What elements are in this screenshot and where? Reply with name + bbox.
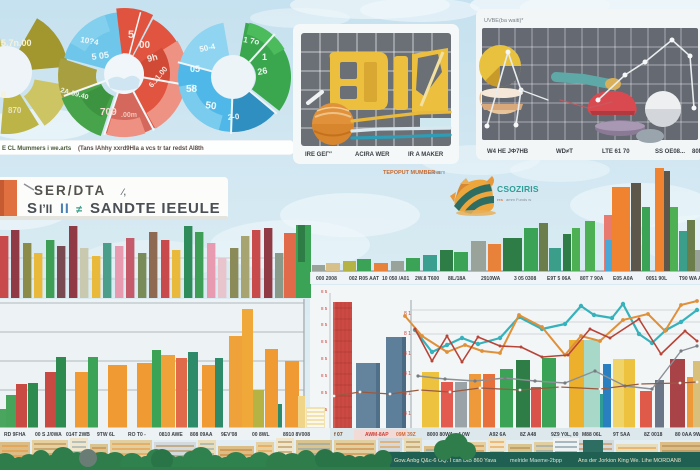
svg-text:Gow.Anbg Q&c-6 OQ. I can DiB 8: Gow.Anbg Q&c-6 OQ. I can DiB 860 Yava: [394, 458, 497, 464]
svg-text:5 05: 5 05: [91, 50, 110, 62]
svg-text:00: 00: [139, 40, 151, 51]
svg-text:ammm: ammm: [430, 170, 445, 176]
svg-text:WD≠T: WD≠T: [556, 149, 573, 155]
svg-text:870: 870: [8, 106, 22, 115]
svg-text:2-0: 2-0: [227, 112, 240, 122]
svg-text:ACIRA WER: ACIRA WER: [355, 152, 390, 158]
svg-text:8000 80WA: 8000 80WA: [427, 432, 454, 438]
svg-text:9Z9 Y0L, 00: 9Z9 Y0L, 00: [551, 432, 579, 438]
svg-text:26: 26: [257, 65, 269, 77]
svg-text:0810 AWE: 0810 AWE: [159, 432, 183, 438]
svg-text:000 2008: 000 2008: [316, 276, 337, 282]
svg-text:8 1: 8 1: [404, 411, 411, 417]
svg-text:2W.8 T600: 2W.8 T600: [415, 276, 439, 282]
svg-text:AWM-8AP: AWM-8AP: [365, 432, 389, 438]
svg-text:(Tans IAhhy xxrd9Hla a vcs tr: (Tans IAhhy xxrd9Hla a vcs tr tar redst …: [78, 146, 204, 152]
svg-text:A92 6A: A92 6A: [489, 432, 506, 438]
svg-text:808 09AA: 808 09AA: [190, 432, 213, 438]
svg-text:8IL/18A: 8IL/18A: [448, 276, 466, 282]
svg-text:TEPOPUT MUMBER-a: TEPOPUT MUMBER-a: [383, 170, 441, 176]
svg-text:00 S J/0WA: 00 S J/0WA: [35, 432, 62, 438]
svg-text:8 5: 8 5: [321, 289, 328, 294]
svg-text:5: 5: [128, 29, 134, 41]
svg-text:UVBE(ba waiti)*: UVBE(ba waiti)*: [484, 18, 524, 24]
svg-text:≠: ≠: [76, 204, 82, 216]
svg-text:IRE GEΓ″: IRE GEΓ″: [305, 152, 332, 158]
svg-text:8 1: 8 1: [404, 371, 411, 377]
svg-text:E05 A0A: E05 A0A: [613, 276, 633, 282]
svg-text:SER/DTA: SER/DTA: [34, 183, 106, 198]
svg-text:8 5: 8 5: [321, 322, 328, 327]
svg-text:50: 50: [205, 100, 218, 113]
svg-text:RO T0 -: RO T0 -: [128, 432, 146, 438]
svg-text:014T 2WB: 014T 2WB: [66, 432, 90, 438]
svg-text:8 1: 8 1: [404, 311, 411, 317]
svg-text:8 1: 8 1: [404, 331, 411, 337]
svg-text:002 R05 AAT: 002 R05 AAT: [349, 276, 379, 282]
svg-text:Ans der Jorkion King We. Lihe: Ans der Jorkion King We. Lihe MORDAN8: [578, 458, 681, 464]
svg-text:10?4: 10?4: [80, 35, 100, 47]
svg-text:8Z 0018: 8Z 0018: [644, 432, 663, 438]
svg-text:SS ОE08...: SS ОE08...: [655, 149, 685, 155]
svg-text:2910WA: 2910WA: [481, 276, 501, 282]
svg-text:8 5: 8 5: [321, 390, 328, 395]
svg-text:1 7o: 1 7o: [243, 35, 260, 47]
svg-text:E CL Mummers i we.arts: E CL Mummers i we.arts: [2, 146, 72, 152]
svg-text:CSOZIRIS: CSOZIRIS: [497, 184, 539, 194]
svg-text:LTE 61 70: LTE 61 70: [602, 149, 630, 155]
svg-text:8 1: 8 1: [404, 351, 411, 357]
svg-text:8 5: 8 5: [321, 373, 328, 378]
svg-text:0051 90L: 0051 90L: [646, 276, 667, 282]
svg-text:80T 7 90A: 80T 7 90A: [580, 276, 604, 282]
svg-text:RD 9FHA: RD 9FHA: [4, 432, 26, 438]
svg-text:80NM8T A: 80NM8T A: [692, 149, 700, 155]
svg-text:00 8WL: 00 8WL: [252, 432, 270, 438]
svg-text:f 07: f 07: [334, 432, 343, 438]
svg-text:10 050 /A01: 10 050 /A01: [382, 276, 409, 282]
svg-text:S: S: [27, 200, 37, 217]
svg-text:E9T 5 06A: E9T 5 06A: [547, 276, 571, 282]
svg-text:3 05 0308: 3 05 0308: [514, 276, 536, 282]
svg-text:58: 58: [186, 84, 198, 95]
svg-text:.00m: .00m: [121, 112, 137, 119]
svg-text:9h: 9h: [146, 52, 159, 64]
svg-text:09M 39Z: 09M 39Z: [396, 432, 416, 438]
svg-text:9TW 6L: 9TW 6L: [97, 432, 115, 438]
svg-text:5,7n.00: 5,7n.00: [1, 38, 32, 48]
svg-text:W4 HE JФ7HB: W4 HE JФ7HB: [487, 149, 529, 155]
svg-text:8: 8: [1, 90, 6, 100]
svg-text:709: 709: [100, 107, 117, 118]
svg-text:⁄,: ⁄,: [120, 187, 126, 197]
svg-text:8 5: 8 5: [321, 339, 328, 344]
svg-text:05: 05: [190, 64, 200, 74]
svg-text:8 1: 8 1: [404, 391, 411, 397]
svg-text:II: II: [60, 200, 70, 216]
svg-text:IR A MAΚER: IR A MAΚER: [408, 152, 444, 158]
svg-text:80 0AA 9WM8: 80 0AA 9WM8: [675, 432, 700, 438]
svg-text:melride Maeme-2bpp: melride Maeme-2bpp: [510, 458, 562, 464]
svg-text:8 5: 8 5: [321, 306, 328, 311]
svg-text:9EV'08: 9EV'08: [221, 432, 237, 438]
svg-text:amm Funds w: amm Funds w: [506, 197, 531, 202]
svg-text:SANDTE IEEULE: SANDTE IEEULE: [90, 200, 220, 217]
svg-text:4 0W: 4 0W: [458, 432, 470, 438]
svg-text:8 5: 8 5: [321, 356, 328, 361]
svg-text:1: 1: [262, 52, 267, 62]
svg-text:T90 WA A0T: T90 WA A0T: [679, 276, 700, 282]
svg-text:I’II: I’II: [39, 202, 52, 216]
svg-text:9T 5AA: 9T 5AA: [613, 432, 631, 438]
svg-text:res: res: [497, 197, 504, 202]
svg-text:8Z A48: 8Z A48: [520, 432, 536, 438]
svg-text:M88 06L: M88 06L: [582, 432, 602, 438]
svg-text:8910 8V008: 8910 8V008: [283, 432, 310, 438]
svg-text:50-4: 50-4: [199, 42, 217, 54]
